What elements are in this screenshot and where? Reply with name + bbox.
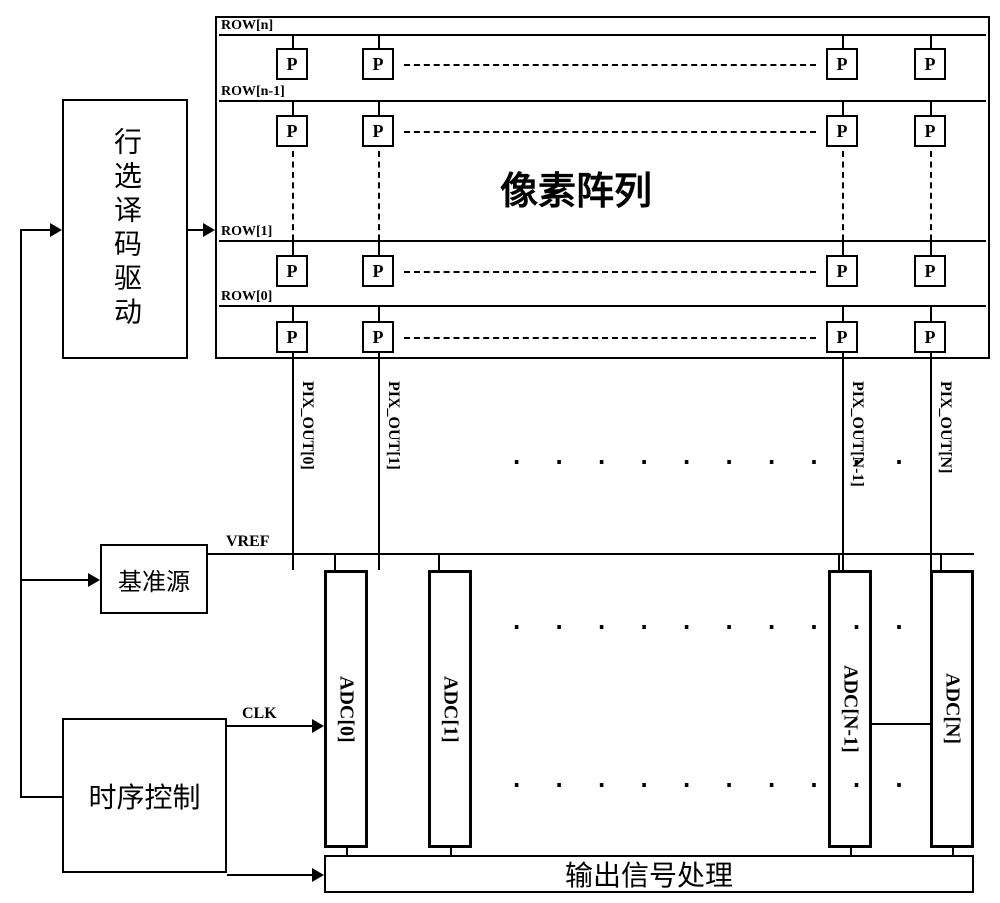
adc-label: ADC[N] [941,673,964,744]
pix-out-label: PIX_OUT[0] [298,381,316,470]
row-label: ROW[0] [221,289,272,305]
adc-block: ADC[N] [930,570,974,848]
row-decoder-block: 行选译码驱动 [62,99,188,359]
pixel-cell: P [362,321,394,353]
row-decoder-label: 行选译码驱动 [105,127,145,331]
pixel-cell: P [914,255,946,287]
row-label: ROW[n-1] [221,84,285,100]
pixel-cell: P [826,115,858,147]
pix-out-label: PIX_OUT[1] [384,381,402,470]
pixel-cell: P [826,321,858,353]
adc-label: ADC[N-1] [839,665,862,753]
pix-out-label: PIX_OUT[N-1] [848,381,866,487]
output-proc-block: 输出信号处理 [324,855,974,893]
adc-block: ADC[0] [324,570,368,848]
adc-label: ADC[0] [335,676,358,743]
row-label: ROW[1] [221,224,272,240]
pixel-cell: P [362,255,394,287]
pixel-cell: P [276,48,308,80]
timing-block: 时序控制 [62,718,227,873]
pixel-cell: P [276,115,308,147]
pixel-cell: P [362,48,394,80]
pixel-cell: P [276,321,308,353]
pix-out-label: PIX_OUT[N] [936,381,954,473]
adc-block: ADC[1] [428,570,472,848]
pixel-cell: P [914,321,946,353]
pixel-cell: P [362,115,394,147]
pixel-cell: P [826,48,858,80]
row-label: ROW[n] [221,18,273,34]
pixel-cell: P [914,48,946,80]
pixel-cell: P [826,255,858,287]
adc-label: ADC[1] [439,676,462,743]
pixel-cell: P [914,115,946,147]
clk-label: CLK [242,705,277,723]
reference-block: 基准源 [100,544,208,614]
vref-label: VREF [226,533,270,551]
pixel-cell: P [276,255,308,287]
pixel-array-title: 像素阵列 [500,160,652,215]
